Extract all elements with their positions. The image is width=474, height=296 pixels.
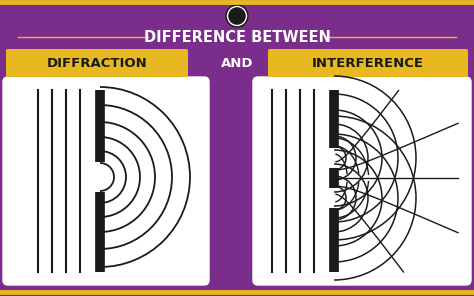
Text: AND: AND — [221, 57, 253, 70]
Circle shape — [226, 5, 248, 27]
FancyBboxPatch shape — [6, 49, 188, 77]
Text: INTERFERENCE: INTERFERENCE — [312, 57, 424, 70]
FancyBboxPatch shape — [253, 77, 471, 285]
Text: PW: PW — [231, 14, 243, 19]
FancyBboxPatch shape — [268, 49, 468, 77]
Text: DIFFRACTION: DIFFRACTION — [46, 57, 147, 70]
FancyBboxPatch shape — [3, 77, 209, 285]
Text: DIFFERENCE BETWEEN: DIFFERENCE BETWEEN — [144, 30, 330, 44]
